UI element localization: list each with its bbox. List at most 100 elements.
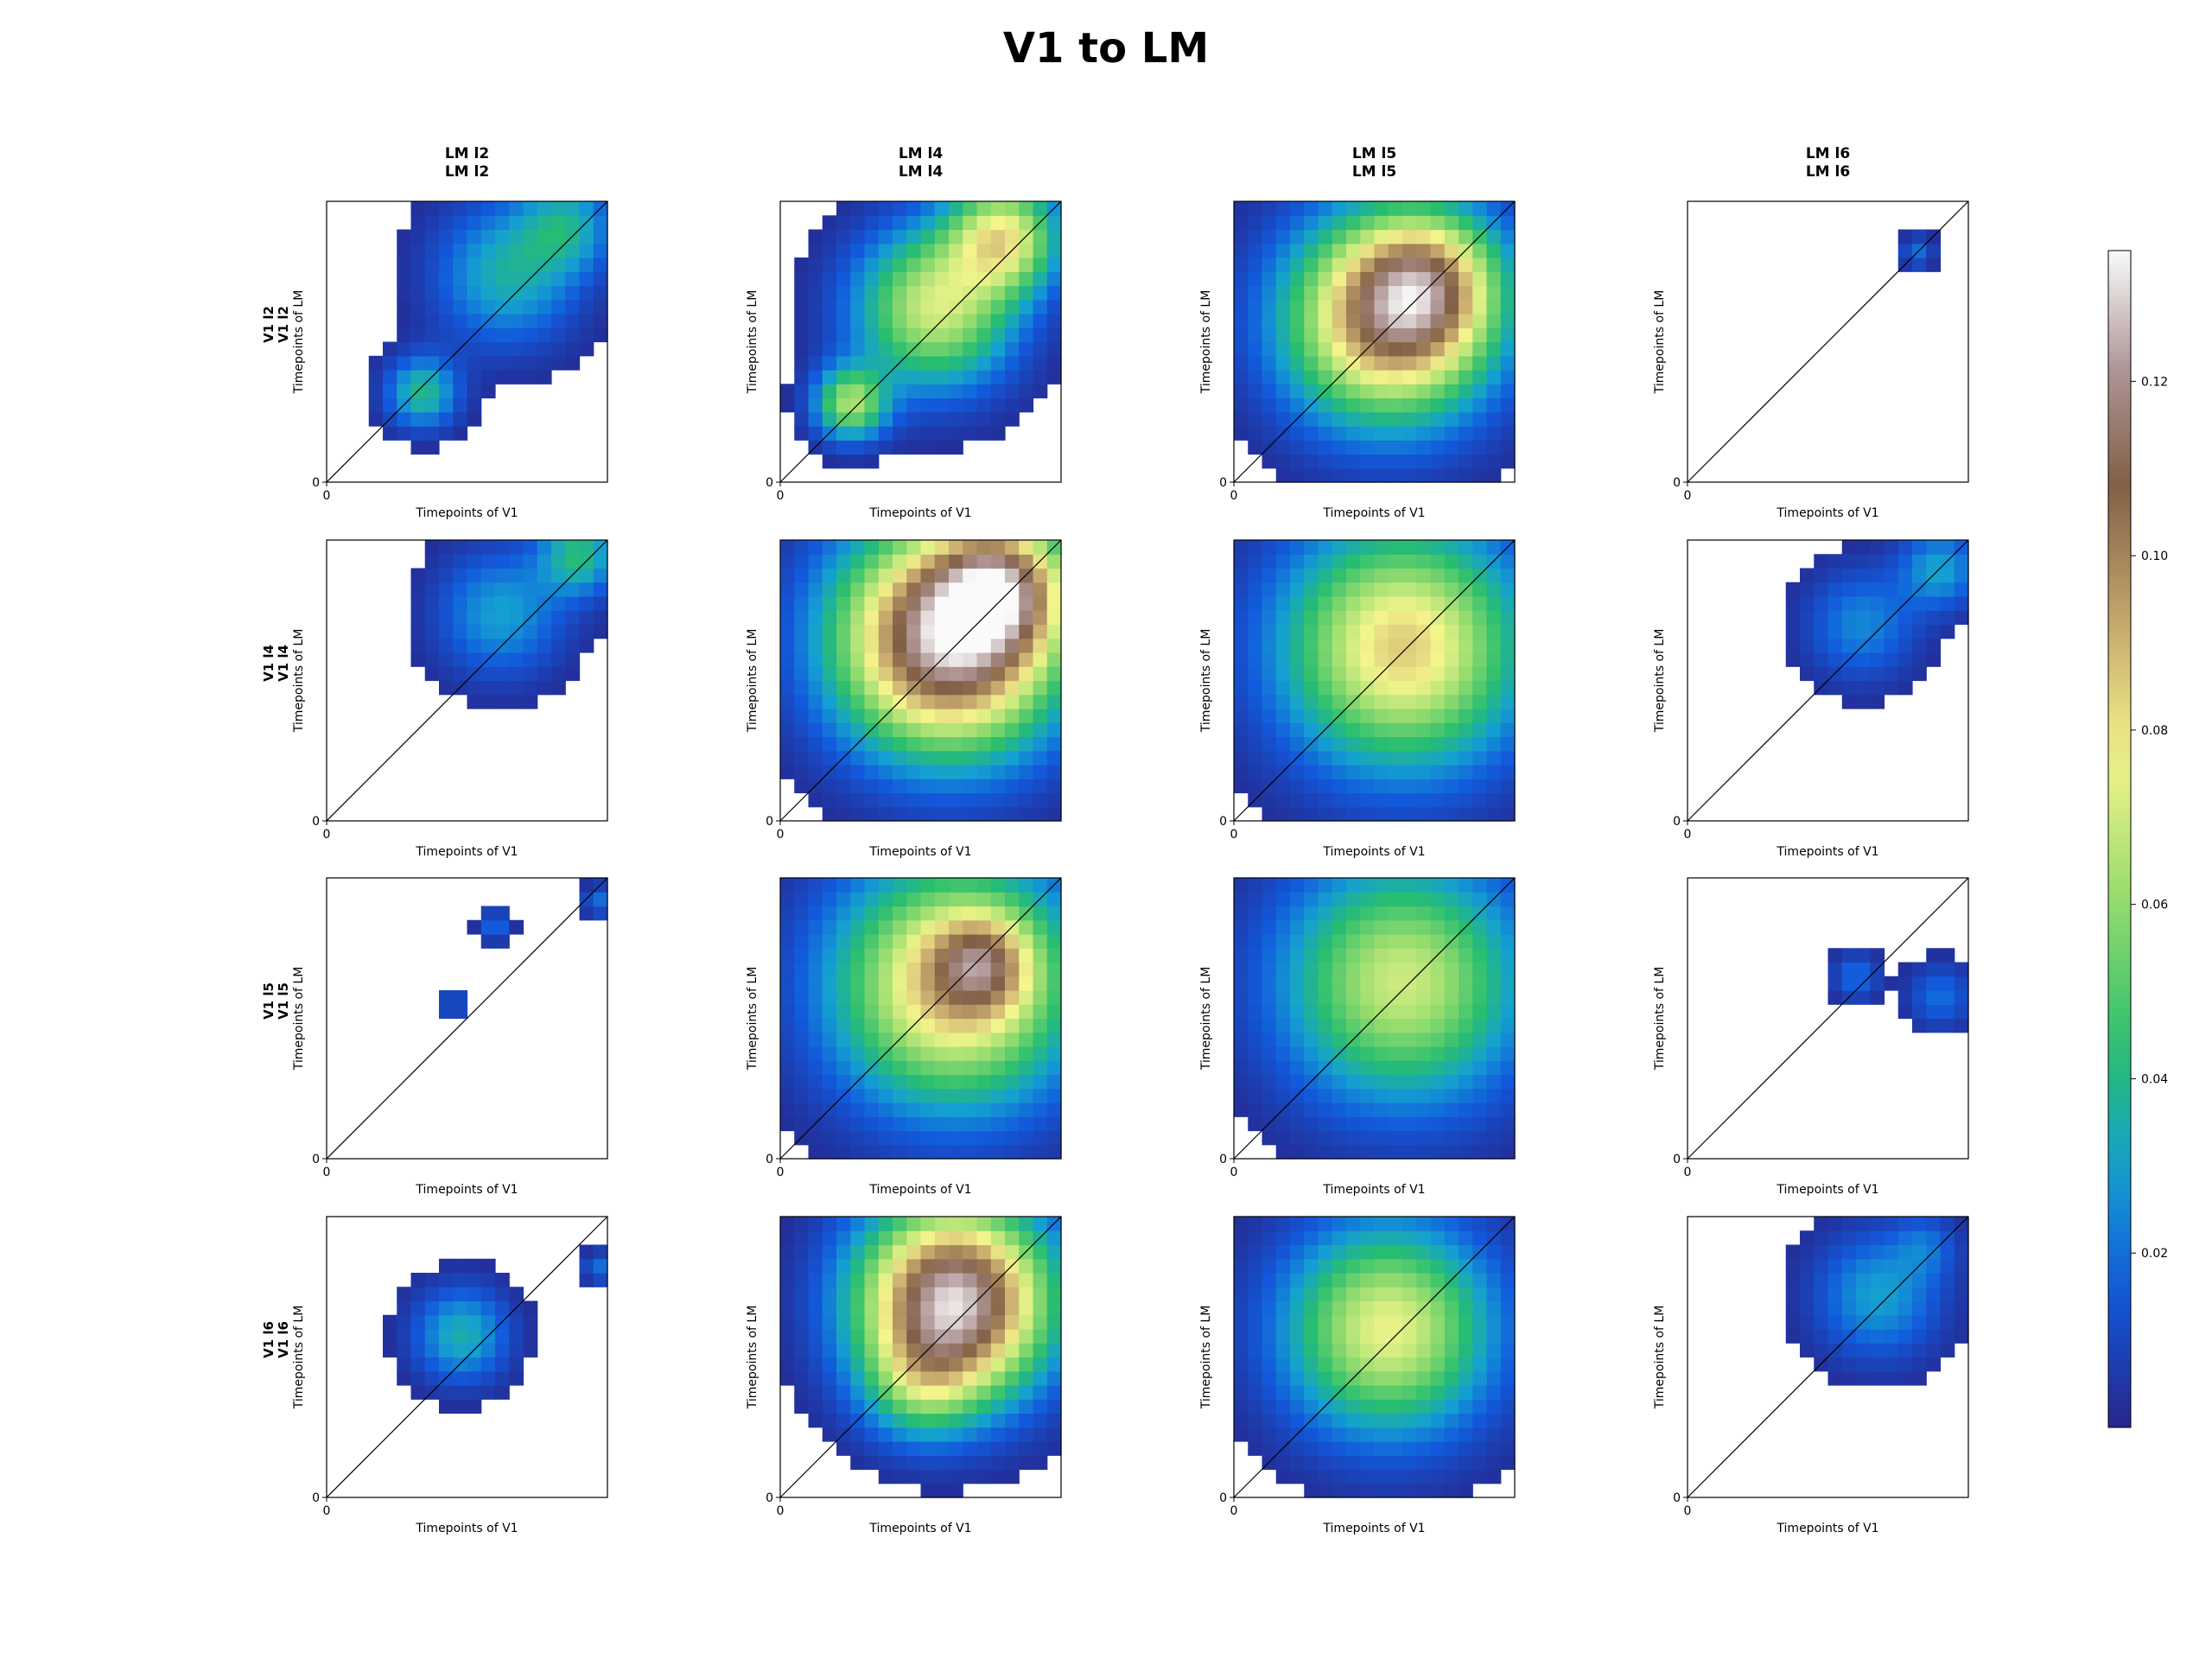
heatmap-cell	[467, 596, 482, 611]
heatmap-cell	[780, 1300, 795, 1316]
heatmap-cell	[1459, 680, 1473, 696]
heatmap-cell	[1262, 1074, 1277, 1090]
heatmap-cell	[822, 878, 837, 893]
heatmap-cell	[794, 540, 810, 555]
heatmap-cell	[934, 1103, 950, 1117]
heatmap-cell	[1954, 1244, 1969, 1260]
heatmap-cell	[893, 1088, 907, 1103]
heatmap-cell	[949, 355, 963, 371]
heatmap-cell	[864, 1287, 880, 1302]
heatmap-cell	[1374, 892, 1389, 907]
heatmap-cell	[1005, 709, 1020, 723]
heatmap-cell	[1262, 638, 1277, 653]
heatmap-cell	[1459, 1116, 1473, 1132]
heatmap-cell	[1318, 1046, 1333, 1061]
heatmap-cell	[1416, 1018, 1432, 1033]
heatmap-cell	[1318, 1074, 1333, 1090]
heatmap-cell	[822, 1032, 837, 1047]
heatmap-cell	[1005, 355, 1020, 371]
heatmap-cell	[1248, 948, 1263, 963]
heatmap-cell	[1486, 1469, 1502, 1484]
heatmap-cell	[1234, 919, 1249, 935]
heatmap-cell	[1459, 540, 1473, 555]
heatmap-cell	[509, 610, 524, 626]
heatmap-cell	[1912, 596, 1927, 611]
heatmap-cell	[864, 1314, 880, 1330]
y-axis-label: Timepoints of LM	[1653, 629, 1667, 734]
heatmap-cell	[410, 1370, 426, 1386]
heatmap-cell	[1304, 765, 1319, 779]
heatmap-cell	[1332, 892, 1347, 907]
heatmap-cell	[1248, 540, 1263, 555]
heatmap-cell	[1374, 384, 1389, 399]
heatmap-cell	[410, 201, 426, 216]
heatmap-cell	[1318, 1455, 1333, 1471]
heatmap-cell	[1262, 806, 1277, 822]
heatmap-cell	[1430, 582, 1446, 597]
column-title-2-line2: LM l5	[1352, 163, 1396, 181]
heatmap-cell	[1416, 948, 1432, 963]
heatmap-cell	[1472, 1370, 1488, 1386]
heatmap-cell	[1402, 680, 1417, 696]
heatmap-cell	[1402, 990, 1417, 1005]
heatmap-cell	[1290, 1103, 1305, 1117]
heatmap-cell	[1346, 1130, 1361, 1146]
heatmap-cell	[934, 792, 950, 808]
x-axis-label: Timepoints of V1	[415, 1522, 518, 1535]
heatmap-cell	[480, 299, 496, 315]
heatmap-cell	[794, 638, 810, 653]
heatmap-cell	[410, 1300, 426, 1316]
heatmap-cell	[1346, 736, 1361, 752]
heatmap-cell	[934, 610, 950, 626]
y-axis-label: Timepoints of LM	[1653, 1306, 1667, 1410]
heatmap-cell	[1275, 1004, 1291, 1020]
heatmap-cell	[780, 1018, 795, 1033]
heatmap-cell	[920, 1217, 936, 1231]
heatmap-cell	[1416, 384, 1432, 399]
heatmap-cell	[963, 229, 978, 245]
heatmap-cell	[808, 1046, 823, 1061]
heatmap-cell	[920, 1258, 936, 1274]
heatmap-cell	[963, 792, 978, 808]
heatmap-cell	[410, 243, 426, 258]
heatmap-cell	[1248, 750, 1263, 766]
heatmap-cell	[1827, 976, 1843, 991]
heatmap-cell	[1486, 229, 1502, 245]
heatmap-cell	[906, 1074, 922, 1090]
heatmap-cell	[822, 271, 837, 287]
heatmap-cell	[1234, 1273, 1249, 1287]
heatmap-cell	[1486, 1287, 1502, 1302]
heatmap-cell	[1304, 327, 1319, 343]
heatmap-cell	[878, 948, 893, 963]
x-axis-label: Timepoints of V1	[868, 845, 971, 859]
heatmap-cell	[1374, 638, 1389, 653]
heatmap-cell	[453, 1399, 468, 1414]
heatmap-cell	[850, 299, 866, 315]
heatmap-cell	[878, 1116, 893, 1132]
heatmap-cell	[1940, 962, 1955, 977]
heatmap-cell	[963, 1413, 978, 1428]
heatmap-cell	[1500, 426, 1516, 441]
heatmap-cell	[1416, 568, 1432, 583]
heatmap-cell	[1444, 1287, 1459, 1302]
heatmap-cell	[1444, 355, 1459, 371]
heatmap-cell	[878, 1060, 893, 1076]
heatmap-cell	[1275, 229, 1291, 245]
heatmap-cell	[509, 299, 524, 315]
heatmap-cell	[1841, 1357, 1857, 1372]
heatmap-cell	[1033, 229, 1048, 245]
heatmap-cell	[1262, 1300, 1277, 1316]
heatmap-cell	[1472, 299, 1488, 315]
heatmap-cell	[1304, 299, 1319, 315]
heatmap-cell	[963, 568, 978, 583]
heatmap-cell	[780, 1116, 795, 1132]
heatmap-cell	[808, 355, 823, 371]
heatmap-cell	[1304, 666, 1319, 682]
heatmap-cell	[850, 1314, 866, 1330]
heatmap-cell	[1019, 624, 1034, 639]
heatmap-cell	[1346, 257, 1361, 272]
heatmap-cell	[1897, 1314, 1913, 1330]
heatmap-cell	[822, 215, 837, 231]
heatmap-cell	[949, 610, 963, 626]
heatmap-cell	[822, 299, 837, 315]
